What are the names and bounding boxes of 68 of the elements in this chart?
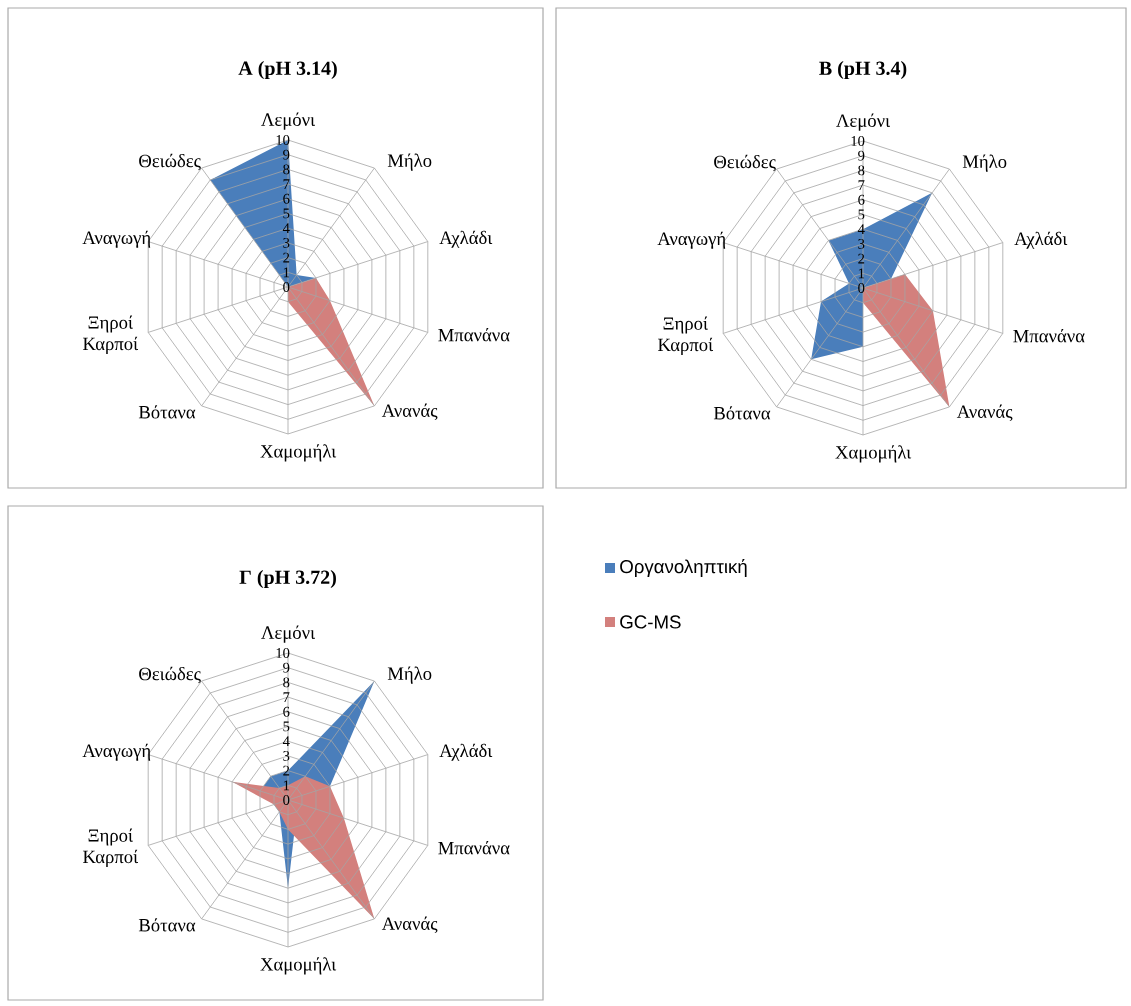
spoke-label: Ανανάς [956, 404, 1013, 422]
y-tick-label: 7 [283, 179, 290, 189]
y-tick-label: 9 [283, 662, 290, 673]
spoke-label: Μπανάνα [1013, 329, 1085, 343]
spoke-label: Μπανάνα [438, 841, 510, 855]
y-tick-label: 10 [276, 135, 290, 145]
spoke-label: Ξηροί Καρποί [657, 316, 714, 355]
spoke-label: Ανανάς [381, 916, 438, 934]
y-tick-label: 9 [283, 149, 290, 160]
y-tick-label: 3 [283, 750, 290, 761]
y-tick-label: 2 [858, 253, 865, 264]
legend-label: GC-MS [620, 615, 681, 629]
legend-label: Οργανοληπτική [620, 559, 747, 577]
chart-title: A (pH 3.14) [238, 60, 337, 80]
spoke-label: Λεμόνι [261, 625, 315, 643]
spoke-label: Αχλάδι [439, 743, 493, 761]
spoke-label: Βότανα [713, 406, 771, 420]
y-tick-label: 5 [283, 208, 290, 219]
y-tick-label: 10 [276, 648, 290, 658]
y-tick-label: 0 [283, 795, 290, 805]
spoke-label: Βότανα [138, 405, 196, 419]
spoke-label: Βότανα [138, 918, 196, 932]
spoke-label: Χαμομήλι [835, 445, 912, 463]
y-tick-label: 4 [282, 736, 290, 747]
spoke-label: Μήλο [387, 666, 432, 684]
y-tick-label: 1 [283, 267, 290, 278]
y-tick-label: 6 [283, 706, 290, 717]
y-tick-label: 1 [283, 780, 290, 791]
y-tick-label: 8 [283, 677, 290, 688]
y-tick-label: 8 [858, 165, 865, 176]
spoke-label: Ανανάς [381, 403, 438, 421]
spoke-label: Χαμομήλι [260, 957, 337, 975]
y-tick-label: 2 [283, 765, 290, 776]
y-tick-label: 1 [858, 268, 865, 279]
y-tick-label: 4 [857, 224, 865, 235]
text: Γ (pH 3.72) [239, 569, 336, 589]
y-tick-label: 6 [858, 194, 865, 205]
spoke-label: Ξηροί Καρποί [82, 828, 139, 867]
spoke-label: Λεμόνι [836, 113, 890, 131]
y-tick-label: 7 [858, 180, 865, 190]
spoke-label: Θειώδες [139, 153, 201, 171]
spoke-label: Αναγωγή [82, 230, 151, 248]
spoke-label: Μήλο [962, 154, 1007, 172]
spoke-label: Αχλάδι [439, 230, 493, 248]
spoke-label: Λεμόνι [261, 112, 315, 130]
spoke-label: Μήλο [387, 153, 432, 171]
spoke-label: Μπανάνα [438, 328, 510, 342]
y-tick-label: 7 [283, 692, 290, 702]
y-tick-label: 10 [851, 136, 865, 146]
y-tick-label: 5 [858, 209, 865, 220]
chart-title: B (pH 3.4) [819, 60, 907, 80]
spoke-label: Αναγωγή [657, 231, 726, 249]
y-tick-label: 9 [858, 150, 865, 161]
y-tick-label: 2 [283, 252, 290, 263]
y-tick-label: 8 [283, 164, 290, 175]
y-tick-label: 3 [283, 237, 290, 248]
y-tick-label: 3 [858, 238, 865, 249]
spoke-label: Χαμομήλι [260, 444, 337, 462]
spoke-label: Ξηροί Καρποί [82, 315, 139, 354]
y-tick-label: 4 [282, 223, 290, 234]
y-tick-label: 0 [858, 283, 865, 293]
y-tick-label: 6 [283, 193, 290, 204]
spoke-label: Θειώδες [139, 666, 201, 684]
spoke-label: Αναγωγή [82, 743, 151, 761]
spoke-label: Αχλάδι [1014, 231, 1068, 249]
y-tick-label: 5 [283, 721, 290, 732]
spoke-label: Θειώδες [714, 154, 776, 172]
y-tick-label: 0 [283, 282, 290, 292]
